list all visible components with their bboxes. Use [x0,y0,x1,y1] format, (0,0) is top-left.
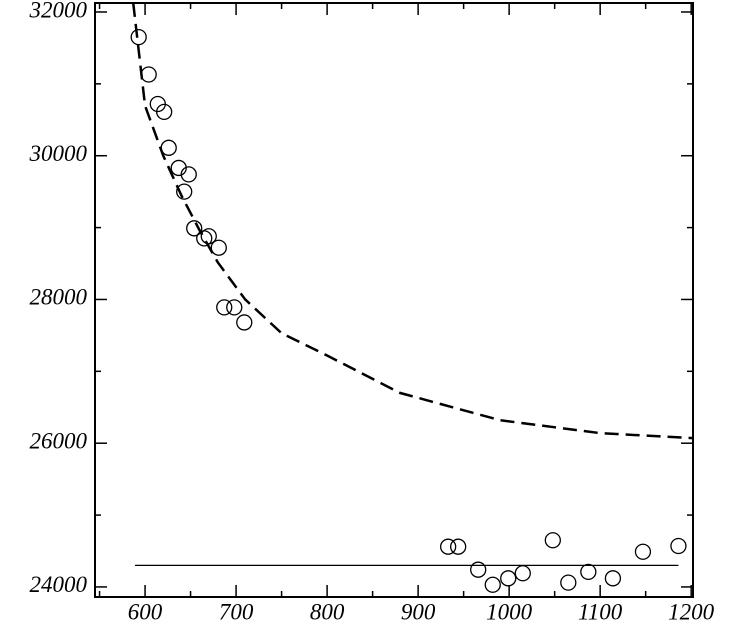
x-tick-label: 600 [128,599,163,624]
x-tick-label: 700 [219,599,254,624]
data-point [216,299,233,316]
data-point [236,314,253,331]
x-tick-label: 900 [401,599,436,624]
data-point [560,574,577,591]
data-point [470,561,487,578]
y-tick-label: 26000 [30,428,88,453]
x-tick-label: 1000 [486,599,533,624]
data-point [156,103,173,121]
y-tick-label: 28000 [30,285,88,310]
data-point [500,570,517,587]
data-point [634,543,652,560]
x-tick-label: 1100 [578,599,623,624]
data-point [514,565,531,582]
y-tick-label: 24000 [30,572,88,597]
data-point [580,563,597,580]
data-point [484,576,501,593]
data-point [176,183,193,200]
x-tick-label: 1200 [668,599,715,624]
data-point [180,166,197,183]
data-point [186,220,203,237]
y-tick-label: 30000 [29,141,88,166]
data-point [226,299,243,316]
data-point [210,239,227,256]
data-point [130,28,147,46]
fit-curve [131,3,693,440]
data-point [440,538,457,555]
data-point [544,532,561,549]
plot-frame [94,2,694,598]
data-point [200,228,217,245]
y-tick-label: 32000 [29,0,88,22]
data-point [140,66,157,83]
data-point [670,537,687,555]
x-tick-label: 800 [310,599,345,624]
data-point [604,570,622,587]
data-point [450,538,467,555]
